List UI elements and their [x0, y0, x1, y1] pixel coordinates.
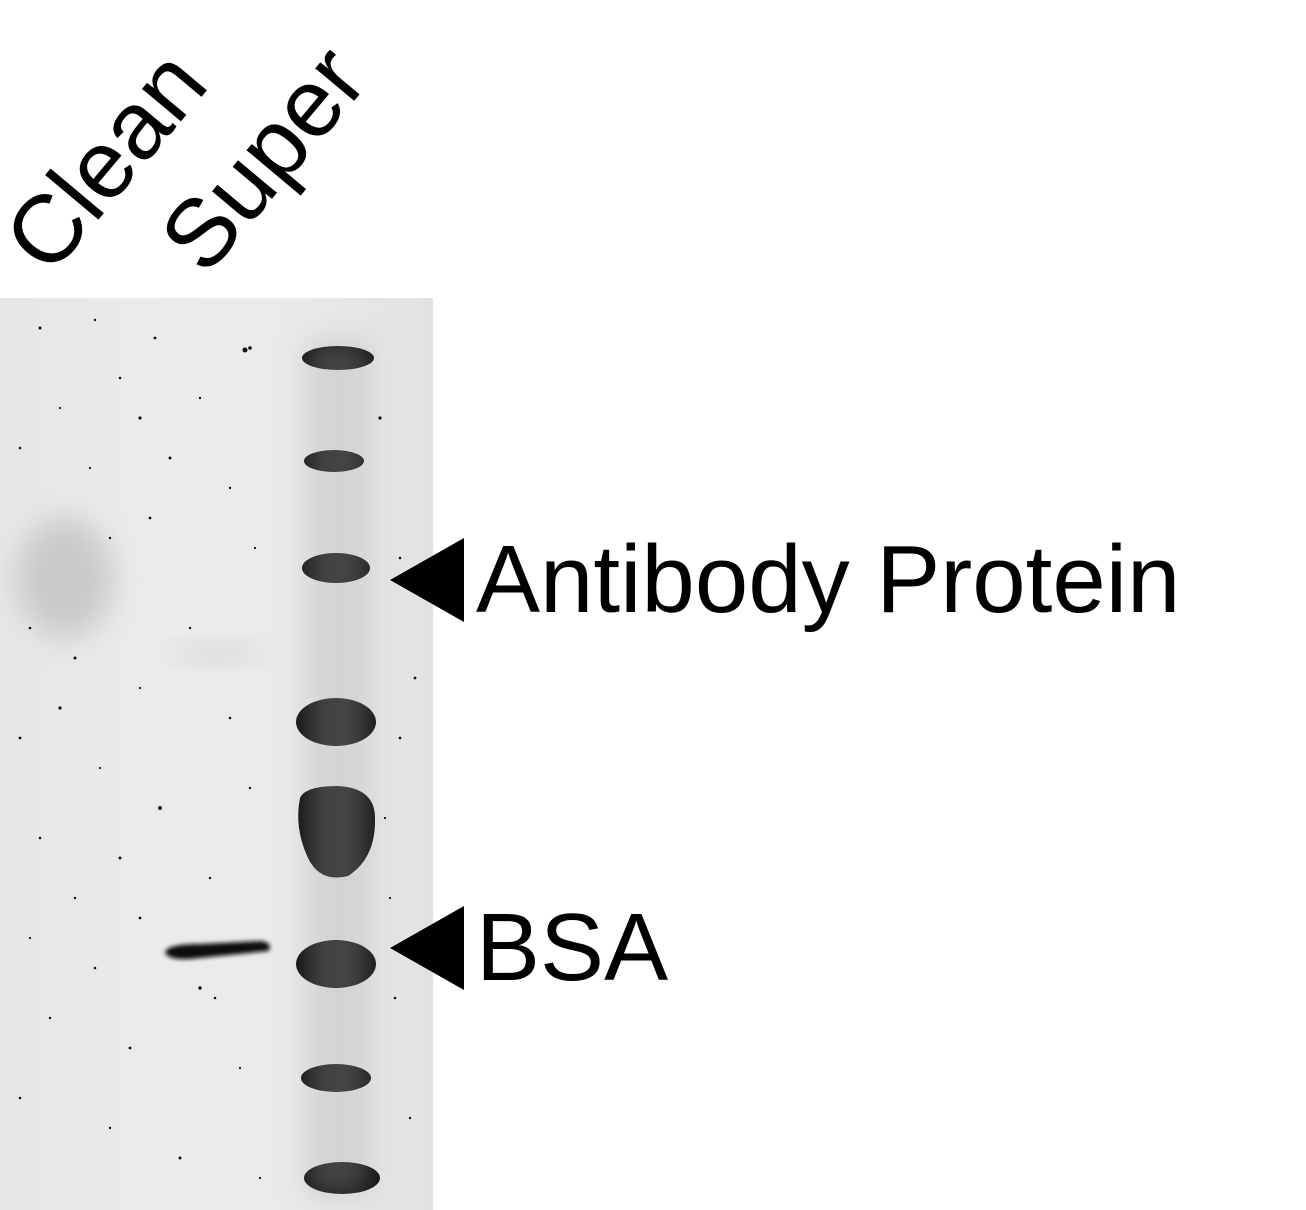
gel-bands	[17, 318, 417, 1198]
ladder-haze	[305, 338, 371, 1198]
super-lane-smear	[170, 645, 260, 661]
bsa-label: BSA	[476, 894, 669, 1001]
antibody-protein-label: Antibody Protein	[476, 526, 1181, 633]
bsa-arrow-icon	[390, 906, 464, 990]
gel-image	[0, 298, 433, 1210]
clean-lane-smear	[17, 518, 113, 638]
antibody-arrow-icon	[390, 538, 464, 622]
super-lane-bsa-band	[165, 941, 270, 960]
